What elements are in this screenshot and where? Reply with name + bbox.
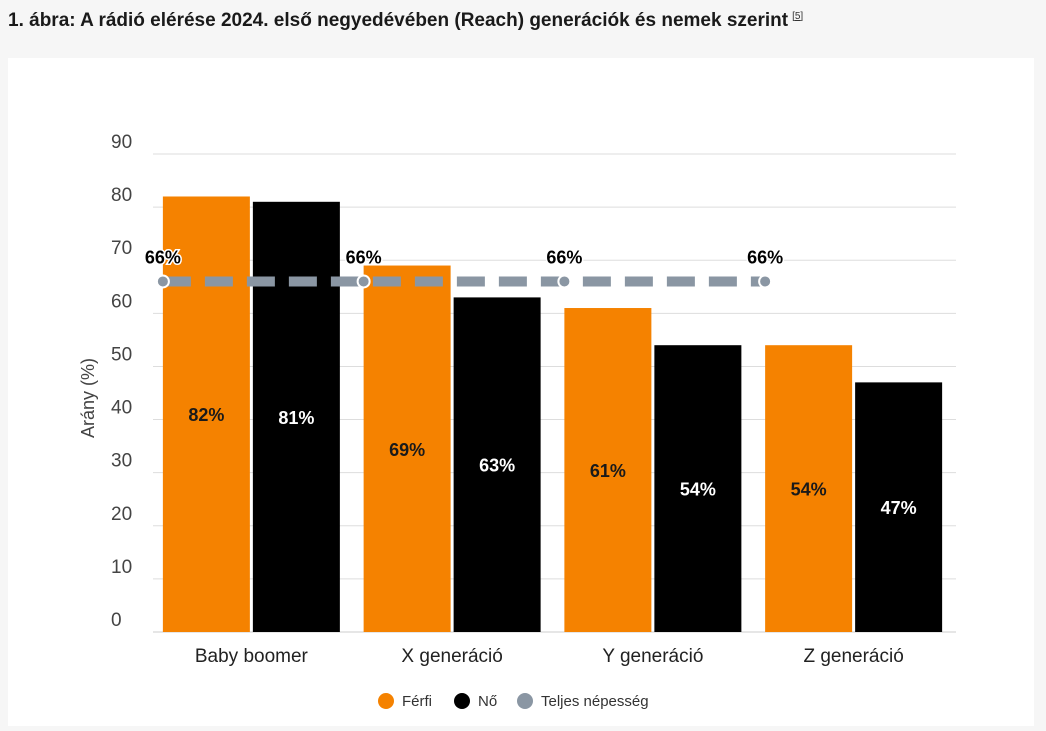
legend-label[interactable]: Teljes népesség — [541, 693, 649, 710]
y-tick-label: 10 — [111, 557, 132, 578]
bar-no-3[interactable] — [855, 382, 943, 632]
x-category-label: X generáció — [401, 646, 502, 667]
chart-card: 0 10 20 30 40 50 60 70 80 90 Arány (%) 82% 81% 69% 6… — [8, 58, 1034, 726]
legend: Férfi Nő Teljes népesség — [378, 693, 649, 710]
bar-value-label: 54% — [680, 480, 716, 500]
bar-value-label: 81% — [278, 408, 314, 428]
y-tick-label: 30 — [111, 451, 132, 472]
total-population-line: 66% 66% 66% 66% — [143, 246, 785, 289]
y-tick-label: 80 — [111, 185, 132, 206]
x-category-label: Y generáció — [602, 646, 703, 667]
page-title: 1. ábra: A rádió elérése 2024. első negy… — [8, 10, 803, 32]
y-axis-label: Arány (%) — [78, 358, 98, 438]
bar-ferfi-2[interactable] — [564, 308, 652, 632]
bar-value-label: 69% — [389, 440, 425, 460]
legend-marker — [517, 693, 533, 709]
y-tick-label: 50 — [111, 344, 132, 365]
bar-no-2[interactable] — [654, 345, 742, 632]
legend-label[interactable]: Nő — [478, 693, 497, 710]
y-tick-label: 40 — [111, 398, 132, 419]
legend-marker — [378, 693, 394, 709]
bar-ferfi-1[interactable] — [363, 265, 451, 632]
total-population-point[interactable] — [155, 274, 170, 289]
total-population-point[interactable] — [557, 274, 572, 289]
page-title-text: 1. ábra: A rádió elérése 2024. első negy… — [8, 10, 789, 31]
total-population-label: 66% — [546, 247, 582, 267]
y-axis-ticks: 0 10 20 30 40 50 60 70 80 90 — [111, 132, 132, 631]
y-tick-label: 20 — [111, 504, 132, 525]
bar-ferfi-0[interactable] — [162, 196, 250, 632]
bar-no-1[interactable] — [453, 297, 541, 632]
bar-value-label: 54% — [791, 480, 827, 500]
reach-bar-chart: 0 10 20 30 40 50 60 70 80 90 Arány (%) 82% 81% 69% 6… — [78, 132, 956, 710]
total-population-label: 66% — [747, 247, 783, 267]
x-category-label: Z generáció — [803, 646, 903, 667]
total-population-point[interactable] — [758, 274, 773, 289]
x-category-label: Baby boomer — [195, 646, 309, 667]
legend-label[interactable]: Férfi — [402, 693, 432, 710]
bar-value-label: 82% — [188, 405, 224, 425]
legend-marker — [454, 693, 470, 709]
bar-no-0[interactable] — [252, 201, 340, 633]
bar-ferfi-3[interactable] — [765, 345, 853, 632]
y-tick-label: 60 — [111, 291, 132, 312]
bar-value-label: 47% — [881, 498, 917, 518]
total-population-label: 66% — [145, 247, 181, 267]
total-population-label: 66% — [346, 247, 382, 267]
total-population-point[interactable] — [356, 274, 371, 289]
bar-value-label: 63% — [479, 456, 515, 476]
y-tick-label: 70 — [111, 238, 132, 259]
bar-value-label: 61% — [590, 461, 626, 481]
reference-link[interactable]: [5] — [792, 10, 804, 22]
x-axis-categories: Baby boomer X generáció Y generáció Z gener… — [195, 646, 904, 667]
y-tick-label: 90 — [111, 132, 132, 153]
bars: 82% 81% 69% 63% 61% 54% 54% 47% — [162, 196, 943, 633]
y-tick-label: 0 — [111, 610, 122, 631]
